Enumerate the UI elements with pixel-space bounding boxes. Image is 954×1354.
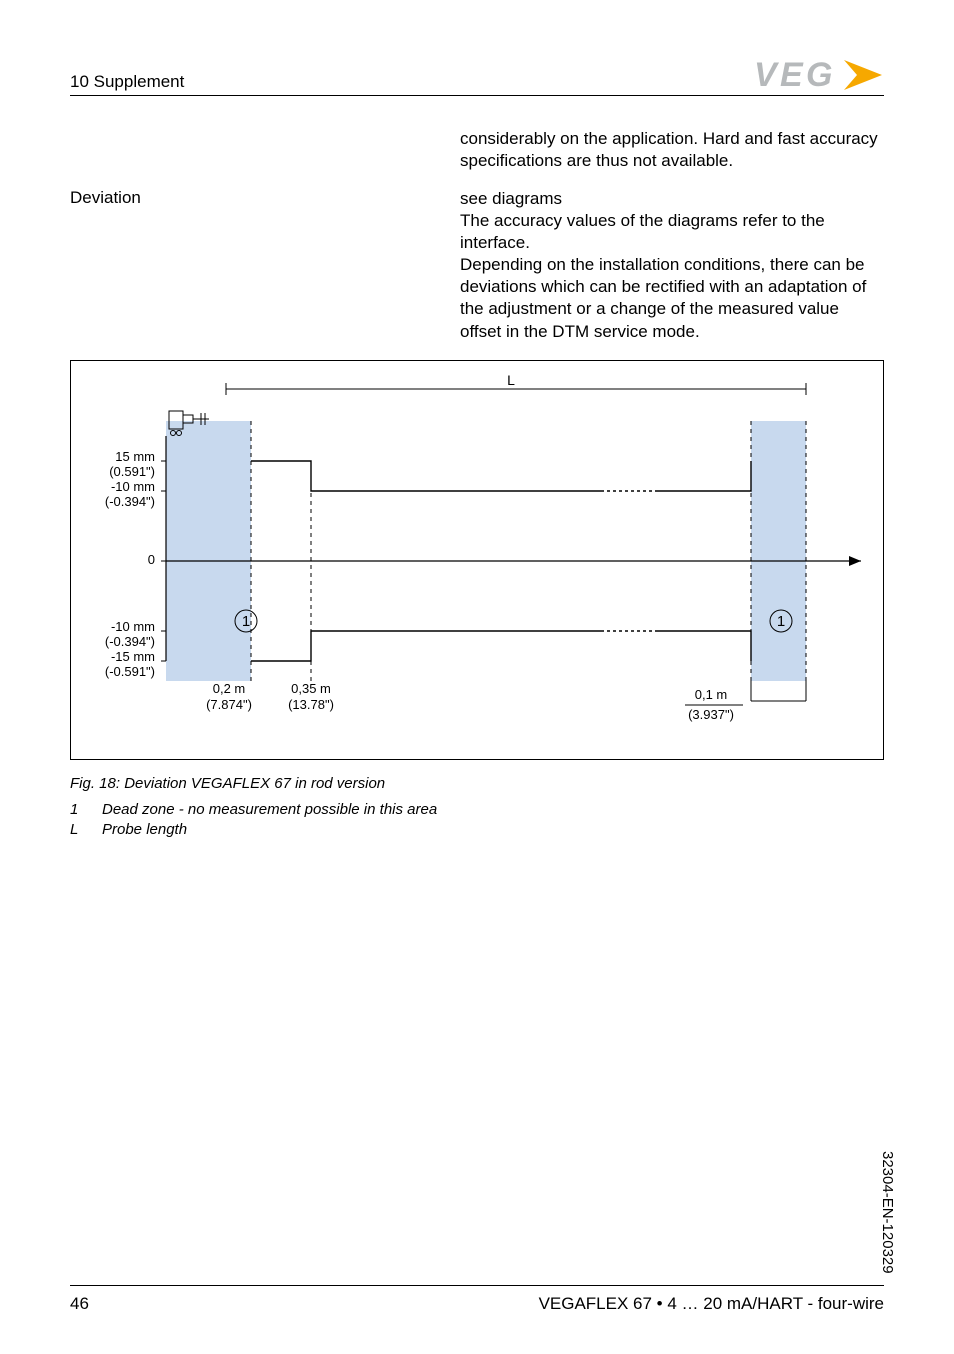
svg-text:(13.78"): (13.78") [288,697,334,712]
svg-text:E: E [780,58,804,92]
deviation-label: Deviation [70,188,141,208]
deviation-diagram: L [70,360,884,760]
svg-text:(3.937"): (3.937") [688,707,734,722]
legend-val-1: Dead zone - no measurement possible in t… [102,800,437,820]
dev-line-3: Depending on the installation conditions… [460,255,866,340]
figure-caption: Fig. 18: Deviation VEGAFLEX 67 in rod ve… [70,775,385,792]
svg-text:V: V [754,58,780,92]
doc-code: 32304-EN-120329 [879,1151,896,1274]
intro-paragraph: considerably on the application. Hard an… [460,128,884,172]
length-label: L [507,372,515,388]
ytick-1: -10 mm (-0.394") [73,480,155,510]
dev-line-1: see diagrams [460,189,562,208]
dead-zone-left [166,421,251,681]
legend-val-L: Probe length [102,820,187,840]
ytick-3: -10 mm (-0.394") [73,620,155,650]
footer-rule [70,1285,884,1286]
ytick-2: 0 [73,553,155,568]
deviation-text: see diagrams The accuracy values of the … [460,188,884,343]
figure-legend: 1 Dead zone - no measurement possible in… [70,800,437,841]
page-number: 46 [70,1294,89,1314]
vega-logo: V E G [754,58,884,97]
ytick-0: 15 mm (0.591") [73,450,155,480]
dev-line-2: The accuracy values of the diagrams refe… [460,211,825,252]
svg-text:G: G [806,58,832,92]
dead-zone-right [751,421,806,681]
legend-key-L: L [70,820,102,840]
svg-text:(7.874"): (7.874") [206,697,252,712]
svg-text:0,35 m: 0,35 m [291,681,331,696]
legend-key-1: 1 [70,800,102,820]
footer-product: VEGAFLEX 67 • 4 … 20 mA/HART - four-wire [539,1294,884,1314]
ytick-4: -15 mm (-0.591") [73,650,155,680]
svg-text:0,1 m: 0,1 m [695,687,728,702]
header-rule [70,95,884,96]
section-header: 10 Supplement [70,72,184,92]
svg-text:0,2 m: 0,2 m [213,681,246,696]
svg-text:1: 1 [242,613,250,630]
svg-text:1: 1 [777,613,785,630]
